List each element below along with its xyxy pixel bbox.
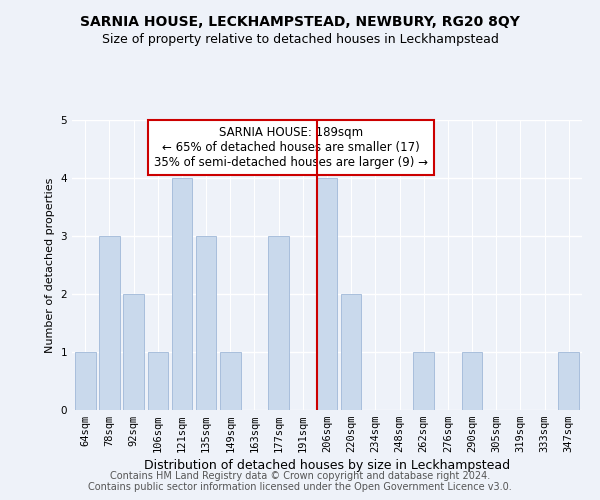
Text: SARNIA HOUSE: 189sqm
← 65% of detached houses are smaller (17)
35% of semi-detac: SARNIA HOUSE: 189sqm ← 65% of detached h…: [154, 126, 428, 169]
Y-axis label: Number of detached properties: Number of detached properties: [45, 178, 55, 352]
Bar: [413, 352, 434, 410]
Text: Contains public sector information licensed under the Open Government Licence v3: Contains public sector information licen…: [88, 482, 512, 492]
Bar: [341, 294, 361, 410]
Bar: [148, 352, 168, 410]
Bar: [196, 236, 217, 410]
Bar: [317, 178, 337, 410]
Text: Size of property relative to detached houses in Leckhampstead: Size of property relative to detached ho…: [101, 32, 499, 46]
Bar: [124, 294, 144, 410]
Bar: [75, 352, 95, 410]
Bar: [172, 178, 192, 410]
Bar: [220, 352, 241, 410]
Bar: [268, 236, 289, 410]
X-axis label: Distribution of detached houses by size in Leckhampstead: Distribution of detached houses by size …: [144, 460, 510, 472]
Bar: [559, 352, 579, 410]
Bar: [99, 236, 120, 410]
Bar: [462, 352, 482, 410]
Text: SARNIA HOUSE, LECKHAMPSTEAD, NEWBURY, RG20 8QY: SARNIA HOUSE, LECKHAMPSTEAD, NEWBURY, RG…: [80, 15, 520, 29]
Text: Contains HM Land Registry data © Crown copyright and database right 2024.: Contains HM Land Registry data © Crown c…: [110, 471, 490, 481]
